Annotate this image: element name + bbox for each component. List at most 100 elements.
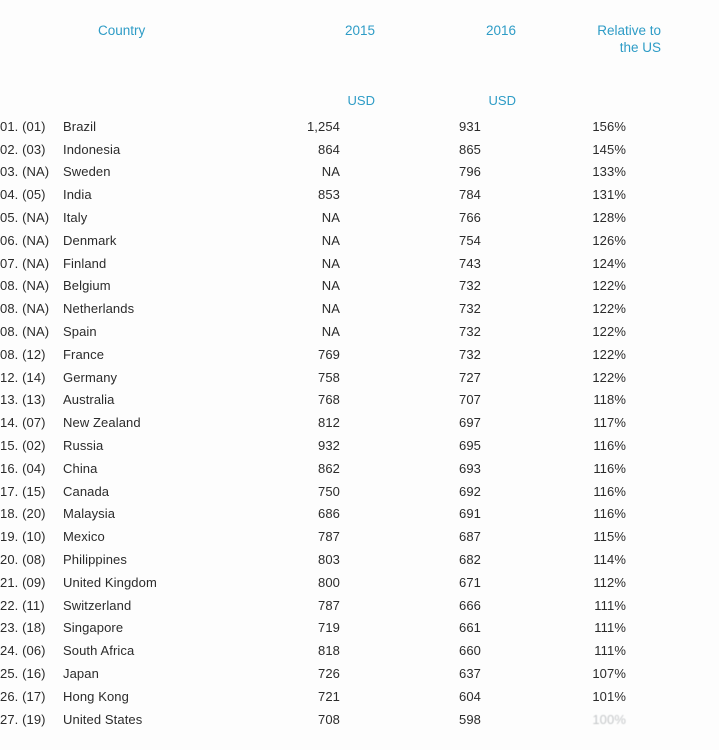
value-2016-cell: 637 — [459, 666, 481, 682]
relative-to-us-cell: 112% — [593, 574, 626, 590]
value-2015-cell: NA — [321, 210, 340, 226]
relative-to-us-cell: 145% — [592, 141, 626, 157]
country-cell: Philippines — [63, 552, 127, 568]
rank-cell: 19. (10) — [0, 529, 46, 545]
country-cell: Finland — [63, 255, 107, 271]
value-2015-cell: 719 — [318, 620, 340, 636]
value-2015-cell: 853 — [318, 187, 340, 203]
value-2015-cell: 862 — [318, 460, 340, 476]
table-row: 21. (09) United Kingdom 800 671 112% — [0, 571, 719, 594]
table-row: 18. (20) Malaysia 686 691 116% — [0, 503, 719, 526]
rank-cell: 21. (09) — [0, 574, 46, 590]
table-row: 24. (06) South Africa 818 660 111% — [0, 639, 719, 662]
rank-cell: 23. (18) — [0, 620, 46, 636]
rank-cell: 22. (11) — [0, 597, 45, 613]
country-cell: Brazil — [63, 118, 97, 134]
value-2016-cell: 766 — [459, 210, 481, 226]
value-2015-cell: 726 — [318, 666, 340, 682]
rank-cell: 24. (06) — [0, 643, 46, 659]
relative-to-us-cell: 114% — [593, 552, 626, 568]
table-row: 27. (19) United States 708 598 100% — [0, 708, 719, 731]
rank-cell: 06. (NA) — [0, 232, 50, 248]
year-2015-column-header: 2015 — [344, 23, 375, 38]
value-2015-cell: 932 — [318, 438, 340, 454]
value-2016-cell: 743 — [459, 255, 481, 271]
rank-cell: 25. (16) — [0, 666, 46, 682]
relative-to-us-cell: 116% — [593, 460, 626, 476]
value-2015-cell: 769 — [318, 346, 340, 362]
relative-to-us-cell: 124% — [592, 255, 626, 271]
value-2016-cell: 666 — [459, 597, 481, 613]
rank-cell: 14. (07) — [0, 415, 46, 431]
value-2016-cell: 661 — [459, 620, 481, 636]
relative-to-us-cell: 122% — [592, 346, 626, 362]
table-body: 01. (01) Brazil 1,254 931 156% 02. (03) … — [0, 115, 719, 731]
relative-to-us-cell: 133% — [592, 164, 626, 180]
rank-cell: 12. (14) — [0, 369, 46, 385]
relative-to-us-cell: 118% — [593, 392, 626, 408]
table-row: 05. (NA) Italy NA 766 128% — [0, 206, 719, 229]
rank-cell: 03. (NA) — [0, 164, 50, 180]
value-2016-cell: 732 — [459, 324, 481, 340]
rank-cell: 04. (05) — [0, 187, 46, 203]
value-2016-cell: 784 — [459, 187, 481, 203]
country-cell: Belgium — [63, 278, 111, 294]
rank-cell: 16. (04) — [0, 460, 46, 476]
table-row: 12. (14) Germany 758 727 122% — [0, 366, 719, 389]
country-cell: Canada — [63, 483, 110, 499]
value-2015-cell: 721 — [318, 688, 340, 704]
value-2016-cell: 695 — [459, 438, 481, 454]
relative-header-line1: Relative to — [597, 23, 661, 38]
rank-cell: 13. (13) — [0, 392, 46, 408]
value-2015-cell: NA — [321, 324, 340, 340]
rank-cell: 15. (02) — [0, 438, 46, 454]
country-cell: Germany — [63, 369, 118, 385]
value-2015-cell: 812 — [318, 415, 340, 431]
country-cell: India — [63, 187, 92, 203]
value-2016-cell: 754 — [459, 232, 481, 248]
relative-to-us-cell: 122% — [592, 278, 626, 294]
rank-cell: 08. (NA) — [0, 301, 50, 317]
relative-to-us-cell: 111% — [594, 620, 626, 636]
rank-cell: 08. (NA) — [0, 278, 50, 294]
value-2016-cell: 707 — [459, 392, 481, 408]
table-row: 08. (12) France 769 732 122% — [0, 343, 719, 366]
rank-cell: 27. (19) — [0, 711, 46, 727]
rank-column-header — [35, 22, 98, 56]
country-cell: Australia — [63, 392, 115, 408]
value-2015-cell: 800 — [318, 574, 340, 590]
country-cell: Malaysia — [63, 506, 116, 522]
table-row: 06. (NA) Denmark NA 754 126% — [0, 229, 719, 252]
value-2015-cell: NA — [321, 278, 340, 294]
relative-to-us-cell: 116% — [593, 438, 626, 454]
table-row: 17. (15) Canada 750 692 116% — [0, 480, 719, 503]
usd-unit-2015: USD — [347, 93, 375, 108]
table-row: 08. (NA) Belgium NA 732 122% — [0, 275, 719, 298]
value-2016-cell: 732 — [459, 346, 481, 362]
table-row: 15. (02) Russia 932 695 116% — [0, 434, 719, 457]
table-unit-row: USD USD — [35, 92, 661, 109]
value-2016-cell: 693 — [459, 460, 481, 476]
value-2016-cell: 687 — [459, 529, 481, 545]
relative-header-line2: the US — [619, 40, 661, 55]
country-cell: Mexico — [63, 529, 105, 545]
value-2015-cell: 768 — [318, 392, 340, 408]
country-cell: Hong Kong — [63, 688, 129, 704]
relative-to-us-cell: 111% — [594, 597, 626, 613]
relative-to-us-cell: 100% — [592, 711, 626, 727]
value-2016-cell: 727 — [459, 369, 481, 385]
country-cell: France — [63, 346, 105, 362]
rank-cell: 20. (08) — [0, 552, 46, 568]
country-cell: Singapore — [63, 620, 124, 636]
relative-to-us-cell: 115% — [593, 529, 626, 545]
value-2016-cell: 604 — [459, 688, 481, 704]
country-cell: New Zealand — [63, 415, 141, 431]
value-2016-cell: 682 — [459, 552, 481, 568]
rank-cell: 18. (20) — [0, 506, 46, 522]
relative-to-us-cell: 131% — [592, 187, 626, 203]
value-2015-cell: 750 — [318, 483, 340, 499]
table-row: 14. (07) New Zealand 812 697 117% — [0, 411, 719, 434]
country-cell: United States — [63, 711, 143, 727]
table-row: 13. (13) Australia 768 707 118% — [0, 389, 719, 412]
